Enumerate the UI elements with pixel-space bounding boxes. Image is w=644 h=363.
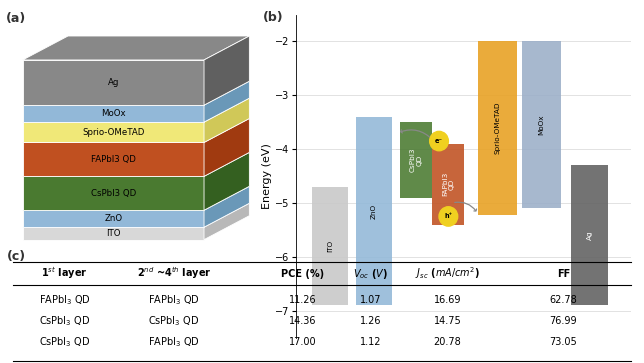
Text: PCE (%): PCE (%) <box>281 269 324 278</box>
Bar <box>399 122 431 197</box>
Text: Sprio-OMeTAD: Sprio-OMeTAD <box>494 102 500 154</box>
Text: 73.05: 73.05 <box>549 337 578 347</box>
Polygon shape <box>23 152 249 176</box>
Circle shape <box>439 207 458 226</box>
Polygon shape <box>204 36 249 105</box>
Text: 20.78: 20.78 <box>433 337 462 347</box>
Text: $\it{J}$$_{sc}$ ($\it{mA/cm^2}$): $\it{J}$$_{sc}$ ($\it{mA/cm^2}$) <box>415 266 480 281</box>
Polygon shape <box>204 81 249 122</box>
Polygon shape <box>23 186 249 210</box>
Bar <box>432 144 464 224</box>
Text: CsPbI3 QD: CsPbI3 QD <box>91 189 136 198</box>
Polygon shape <box>204 203 249 240</box>
Text: Ag: Ag <box>587 231 592 240</box>
Text: CsPbI$_3$ QD: CsPbI$_3$ QD <box>39 314 90 328</box>
Text: 14.75: 14.75 <box>433 316 462 326</box>
Polygon shape <box>204 152 249 210</box>
Bar <box>478 41 516 215</box>
Text: CsPbI$_3$ QD: CsPbI$_3$ QD <box>39 335 90 349</box>
Text: (b): (b) <box>263 11 283 24</box>
Polygon shape <box>23 81 249 105</box>
Circle shape <box>430 131 448 151</box>
Polygon shape <box>23 227 204 240</box>
Polygon shape <box>23 98 249 122</box>
Text: ZnO: ZnO <box>371 204 377 219</box>
Text: 17.00: 17.00 <box>289 337 316 347</box>
Text: 76.99: 76.99 <box>550 316 577 326</box>
Text: ITO: ITO <box>327 240 333 252</box>
Polygon shape <box>23 60 204 105</box>
Bar <box>312 187 348 305</box>
Text: FAPbI3
QD: FAPbI3 QD <box>442 172 455 196</box>
Text: ZnO: ZnO <box>104 214 122 223</box>
Text: MoOx: MoOx <box>101 109 126 118</box>
Text: $\it{V}$$_{oc}$ ($\it{V}$): $\it{V}$$_{oc}$ ($\it{V}$) <box>353 266 388 281</box>
Text: FF: FF <box>557 269 570 278</box>
Text: 62.78: 62.78 <box>549 295 578 305</box>
Text: (a): (a) <box>6 12 26 25</box>
Polygon shape <box>23 176 204 210</box>
Text: 2$^{nd}$ ~4$^{th}$ layer: 2$^{nd}$ ~4$^{th}$ layer <box>137 266 211 281</box>
Text: ITO: ITO <box>106 229 120 238</box>
Text: CsPbI$_3$ QD: CsPbI$_3$ QD <box>148 314 200 328</box>
Bar <box>522 41 561 208</box>
Polygon shape <box>204 98 249 142</box>
Text: CsPbI3
QD: CsPbI3 QD <box>409 148 422 172</box>
Text: 1.26: 1.26 <box>359 316 381 326</box>
Text: FAPbI$_3$ QD: FAPbI$_3$ QD <box>148 335 200 349</box>
Text: MoOx: MoOx <box>538 115 544 135</box>
Bar <box>356 117 392 305</box>
Y-axis label: Energy (eV): Energy (eV) <box>262 143 272 209</box>
Text: 11.26: 11.26 <box>289 295 316 305</box>
Polygon shape <box>204 118 249 176</box>
Polygon shape <box>23 203 249 227</box>
Text: (c): (c) <box>6 250 26 263</box>
Text: FAPbI$_3$ QD: FAPbI$_3$ QD <box>39 293 90 307</box>
Polygon shape <box>23 210 204 227</box>
Text: FAPbI$_3$ QD: FAPbI$_3$ QD <box>148 293 200 307</box>
Polygon shape <box>23 36 249 60</box>
Polygon shape <box>23 122 204 142</box>
Text: Ag: Ag <box>108 78 119 87</box>
Polygon shape <box>23 105 204 122</box>
Text: 16.69: 16.69 <box>434 295 461 305</box>
Polygon shape <box>23 118 249 142</box>
Text: e⁻: e⁻ <box>435 138 443 144</box>
Bar <box>571 165 608 305</box>
Polygon shape <box>23 142 204 176</box>
Text: 1.12: 1.12 <box>359 337 381 347</box>
Text: 1.07: 1.07 <box>359 295 381 305</box>
Text: Sprio-OMeTAD: Sprio-OMeTAD <box>82 128 144 137</box>
Text: 14.36: 14.36 <box>289 316 316 326</box>
Text: 1$^{st}$ layer: 1$^{st}$ layer <box>41 266 88 281</box>
Text: FAPbI3 QD: FAPbI3 QD <box>91 155 136 164</box>
Text: h⁺: h⁺ <box>444 213 453 220</box>
Polygon shape <box>204 186 249 227</box>
